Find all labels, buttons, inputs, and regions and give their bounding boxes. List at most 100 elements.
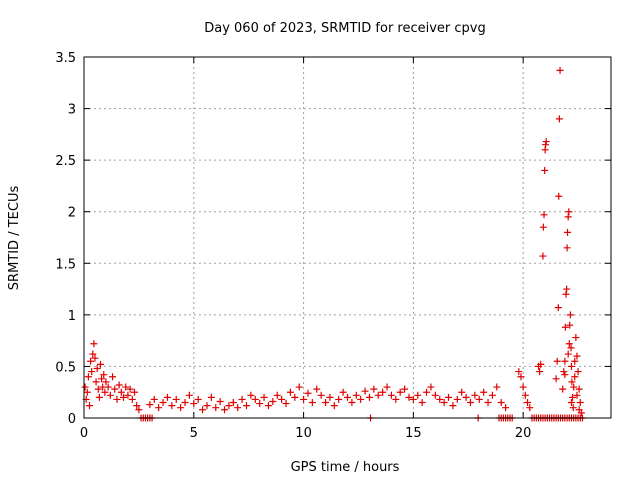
data-point bbox=[109, 373, 117, 381]
data-point bbox=[122, 383, 130, 391]
data-point bbox=[361, 387, 369, 395]
data-point bbox=[365, 393, 373, 401]
data-point bbox=[81, 383, 89, 391]
data-point bbox=[541, 166, 549, 174]
data-point bbox=[190, 400, 198, 408]
data-point bbox=[181, 399, 189, 407]
data-point bbox=[317, 391, 325, 399]
data-point bbox=[539, 223, 547, 231]
data-point bbox=[396, 388, 404, 396]
data-point bbox=[106, 391, 114, 399]
data-point bbox=[117, 388, 125, 396]
data-point bbox=[322, 399, 330, 407]
data-point bbox=[537, 360, 545, 368]
data-point bbox=[155, 404, 163, 412]
data-point bbox=[539, 252, 547, 260]
data-point bbox=[542, 141, 550, 149]
data-point bbox=[565, 340, 573, 348]
data-point bbox=[330, 402, 338, 410]
data-point bbox=[92, 378, 100, 386]
y-axis-label: SRMTID / TECUs bbox=[7, 186, 22, 291]
data-point bbox=[273, 391, 281, 399]
data-point bbox=[567, 344, 575, 352]
data-point bbox=[278, 395, 286, 403]
data-point bbox=[216, 397, 224, 405]
data-point bbox=[194, 395, 202, 403]
y-tick-label: 0 bbox=[68, 412, 76, 427]
data-point bbox=[575, 385, 583, 393]
y-tick-label: 1.5 bbox=[55, 257, 76, 272]
x-tick-label: 20 bbox=[515, 426, 532, 441]
data-point bbox=[168, 402, 176, 410]
data-point bbox=[339, 388, 347, 396]
data-point bbox=[102, 378, 110, 386]
data-point bbox=[409, 395, 417, 403]
data-point bbox=[484, 399, 492, 407]
data-point bbox=[440, 399, 448, 407]
data-point bbox=[313, 385, 321, 393]
data-point bbox=[120, 393, 128, 401]
data-point bbox=[295, 383, 303, 391]
data-point bbox=[515, 368, 523, 376]
y-tick-label: 2 bbox=[68, 206, 76, 221]
data-point bbox=[352, 391, 360, 399]
data-point bbox=[131, 388, 139, 396]
data-point bbox=[124, 391, 132, 399]
data-point bbox=[471, 391, 479, 399]
data-point bbox=[90, 340, 98, 348]
data-point bbox=[150, 395, 158, 403]
data-point bbox=[115, 381, 123, 389]
data-point bbox=[286, 388, 294, 396]
y-tick-label: 0.5 bbox=[55, 360, 76, 375]
data-point bbox=[282, 400, 290, 408]
grid-lines bbox=[84, 57, 611, 418]
data-point bbox=[335, 395, 343, 403]
data-point bbox=[449, 402, 457, 410]
data-point bbox=[561, 357, 569, 365]
data-point bbox=[573, 352, 581, 360]
data-point bbox=[566, 321, 574, 329]
data-point bbox=[260, 393, 268, 401]
data-point bbox=[576, 399, 584, 407]
data-point bbox=[519, 383, 527, 391]
data-point bbox=[563, 244, 571, 252]
data-point bbox=[387, 391, 395, 399]
data-point bbox=[569, 404, 577, 412]
data-point bbox=[553, 357, 561, 365]
data-point bbox=[453, 395, 461, 403]
data-point bbox=[242, 402, 250, 410]
data-point bbox=[552, 375, 560, 383]
data-point bbox=[163, 393, 171, 401]
data-point bbox=[436, 395, 444, 403]
data-point bbox=[405, 393, 413, 401]
data-point bbox=[199, 406, 207, 414]
data-point bbox=[526, 404, 534, 412]
data-point bbox=[225, 402, 233, 410]
data-point bbox=[466, 399, 474, 407]
data-point bbox=[172, 395, 180, 403]
data-point bbox=[427, 383, 435, 391]
data-point bbox=[146, 401, 154, 409]
data-point bbox=[94, 385, 102, 393]
data-point bbox=[251, 395, 259, 403]
data-point bbox=[88, 368, 96, 376]
data-point bbox=[85, 402, 93, 410]
data-point bbox=[568, 378, 576, 386]
data-point bbox=[291, 393, 299, 401]
data-point bbox=[96, 360, 104, 368]
data-point bbox=[113, 395, 121, 403]
data-point bbox=[524, 399, 532, 407]
data-point bbox=[480, 388, 488, 396]
data-point bbox=[414, 391, 422, 399]
data-point bbox=[104, 383, 112, 391]
y-tick-label: 2.5 bbox=[55, 154, 76, 169]
data-point bbox=[229, 399, 237, 407]
data-point bbox=[203, 402, 211, 410]
x-tick-label: 0 bbox=[80, 426, 88, 441]
data-point bbox=[383, 383, 391, 391]
data-point bbox=[91, 354, 99, 362]
data-point bbox=[563, 285, 571, 293]
x-axis-label: GPS time / hours bbox=[291, 460, 400, 475]
data-point bbox=[308, 399, 316, 407]
data-point bbox=[536, 368, 544, 376]
